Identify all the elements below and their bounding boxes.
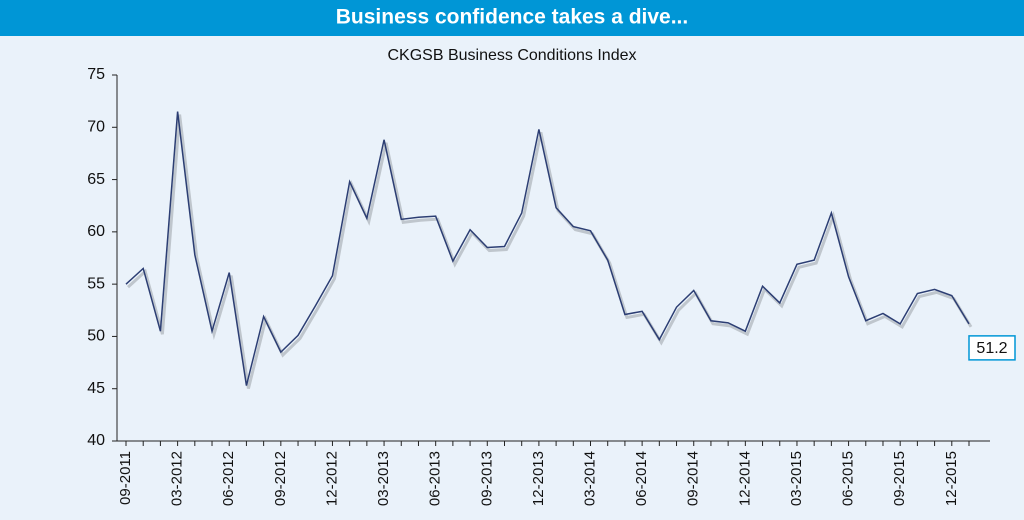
chart-title: Business confidence takes a dive...	[336, 6, 688, 29]
x-tick-label: 09-2015	[891, 451, 908, 506]
x-tick-label: 03-2014	[581, 451, 598, 506]
x-tick-label: 12-2012	[323, 451, 340, 506]
x-tick-label: 03-2015	[788, 451, 805, 506]
data-label: 51.2	[976, 340, 1007, 357]
x-tick-label: 12-2013	[530, 451, 547, 506]
x-tick-label: 03-2013	[375, 451, 392, 506]
x-tick-label: 06-2012	[220, 451, 237, 506]
x-tick-label: 06-2013	[427, 451, 444, 506]
chart-subtitle: CKGSB Business Conditions Index	[387, 47, 636, 64]
x-tick-label: 09-2011	[117, 451, 134, 505]
x-tick-label: 06-2015	[840, 451, 857, 506]
x-tick-label: 12-2014	[736, 451, 753, 506]
y-tick-label: 55	[87, 275, 105, 292]
x-tick-label: 03-2012	[169, 451, 186, 506]
x-tick-label: 12-2015	[943, 451, 960, 506]
x-tick-label: 09-2012	[272, 451, 289, 506]
y-tick-label: 75	[87, 66, 105, 83]
y-tick-label: 45	[87, 380, 105, 397]
y-tick-label: 70	[87, 119, 105, 136]
annotation-box	[968, 335, 1016, 361]
title-bar	[0, 0, 1024, 36]
x-tick-label: 09-2013	[478, 451, 495, 506]
line	[125, 111, 970, 386]
x-tick-label: 06-2014	[633, 451, 650, 506]
y-tick-label: 40	[87, 432, 105, 449]
y-tick-label: 60	[87, 223, 105, 240]
y-tick-label: 50	[87, 328, 105, 345]
x-tick-label: 09-2014	[685, 451, 702, 506]
y-tick-label: 65	[87, 171, 105, 188]
